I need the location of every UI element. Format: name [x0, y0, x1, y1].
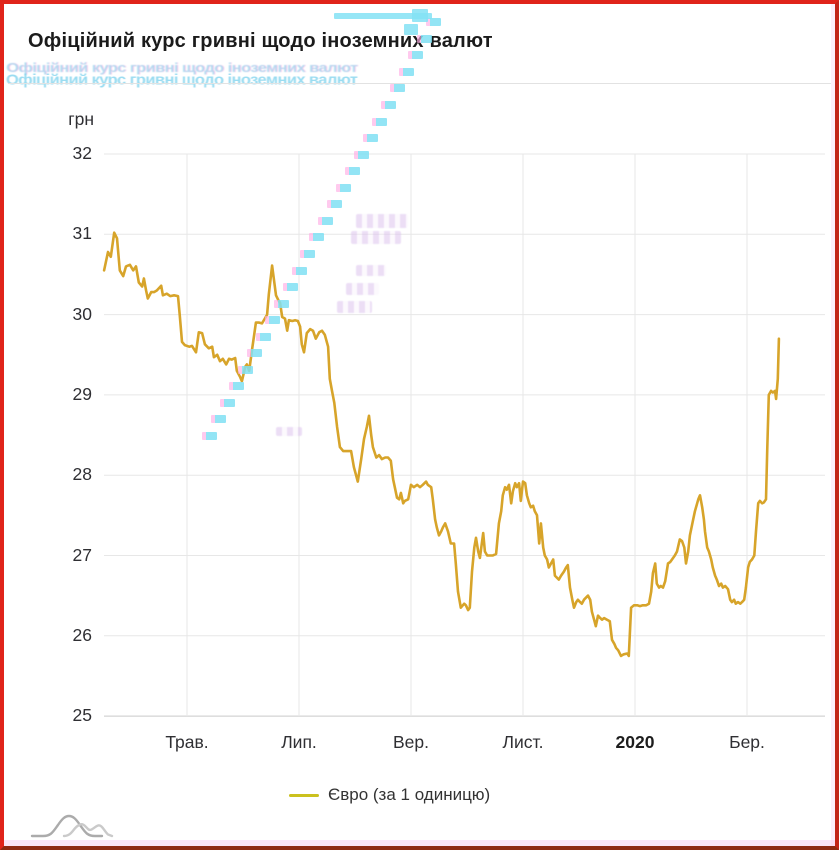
legend-item-euro[interactable]: Євро (за 1 одиницю) [289, 785, 490, 805]
y-tick-label: 28 [72, 464, 92, 485]
chart-plot-area[interactable] [4, 4, 839, 854]
euro-rate-line[interactable] [102, 231, 781, 658]
y-tick-label: 32 [72, 143, 92, 163]
y-tick-label: 29 [72, 383, 92, 404]
legend-line-swatch [289, 793, 319, 797]
x-tick-label: Лист. [502, 732, 544, 752]
waves-logo-icon [30, 814, 114, 838]
y-tick-label: 30 [72, 303, 92, 324]
x-tick-label: Трав. [165, 732, 209, 752]
y-tick-label: 31 [72, 223, 92, 244]
page-title: Офіційний курс гривні щодо іноземних вал… [28, 30, 493, 52]
x-tick-label: Лип. [281, 732, 317, 752]
y-axis-unit-label: грн [68, 109, 94, 129]
y-tick-label: 27 [72, 544, 92, 565]
y-tick-label: 26 [72, 624, 92, 645]
legend-label: Євро (за 1 одиницю) [328, 785, 491, 804]
x-tick-label: Вер. [393, 732, 429, 752]
x-tick-label: Бер. [729, 732, 765, 752]
header-divider [8, 83, 831, 84]
x-tick-label: 2020 [615, 732, 655, 752]
y-tick-label: 25 [72, 705, 92, 726]
